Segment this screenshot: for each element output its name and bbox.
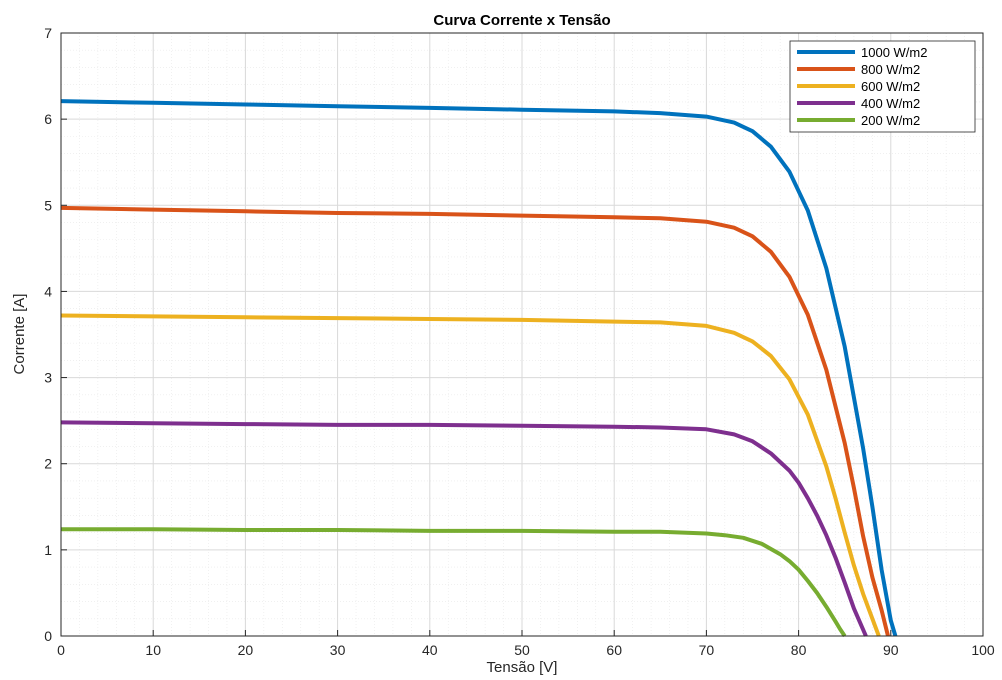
- x-tick-label: 80: [791, 642, 807, 658]
- y-tick-label: 4: [44, 283, 52, 299]
- series-line: [60, 205, 890, 637]
- y-tick-label: 7: [44, 25, 52, 41]
- series-line: [60, 99, 898, 637]
- legend-entry-label: 200 W/m2: [861, 113, 920, 128]
- legend: 1000 W/m2 800 W/m2 600 W/m2 400 W/m2 200 W/m…: [789, 40, 976, 133]
- series-line: [60, 313, 881, 637]
- y-tick-label: 2: [44, 456, 52, 472]
- x-tick-label: 90: [883, 642, 899, 658]
- legend-entry-label: 800 W/m2: [861, 62, 920, 77]
- x-tick-label: 100: [971, 642, 995, 658]
- x-tick-label: 40: [422, 642, 438, 658]
- series-line: [60, 420, 868, 637]
- y-tick-label: 3: [44, 370, 52, 386]
- x-tick-label: 20: [238, 642, 254, 658]
- legend-entry-label: 1000 W/m2: [861, 45, 927, 60]
- legend-entry-label: 400 W/m2: [861, 96, 920, 111]
- chart-title: Curva Corrente x Tensão: [433, 12, 610, 29]
- y-tick-label: 1: [44, 542, 52, 558]
- y-tick-label: 0: [44, 628, 52, 644]
- x-tick-label: 50: [514, 642, 530, 658]
- minor-grid: [61, 33, 983, 636]
- x-tick-label: 30: [330, 642, 346, 658]
- x-tick-label: 0: [57, 642, 65, 658]
- y-tick-label: 5: [44, 197, 52, 213]
- y-tick-label: 6: [44, 111, 52, 127]
- y-axis-label: Corrente [A]: [11, 294, 28, 375]
- x-axis-ticks: 0 10 20 30 40 50 60 70 80 90 100: [57, 630, 995, 658]
- series-group: [60, 99, 898, 638]
- legend-entry-label: 600 W/m2: [861, 79, 920, 94]
- x-tick-label: 60: [606, 642, 622, 658]
- x-tick-label: 70: [699, 642, 715, 658]
- x-tick-label: 10: [145, 642, 161, 658]
- y-axis-ticks: 0 1 2 3 4 5 6 7: [44, 25, 67, 644]
- series-line: [61, 527, 847, 638]
- x-axis-label: Tensão [V]: [487, 659, 558, 676]
